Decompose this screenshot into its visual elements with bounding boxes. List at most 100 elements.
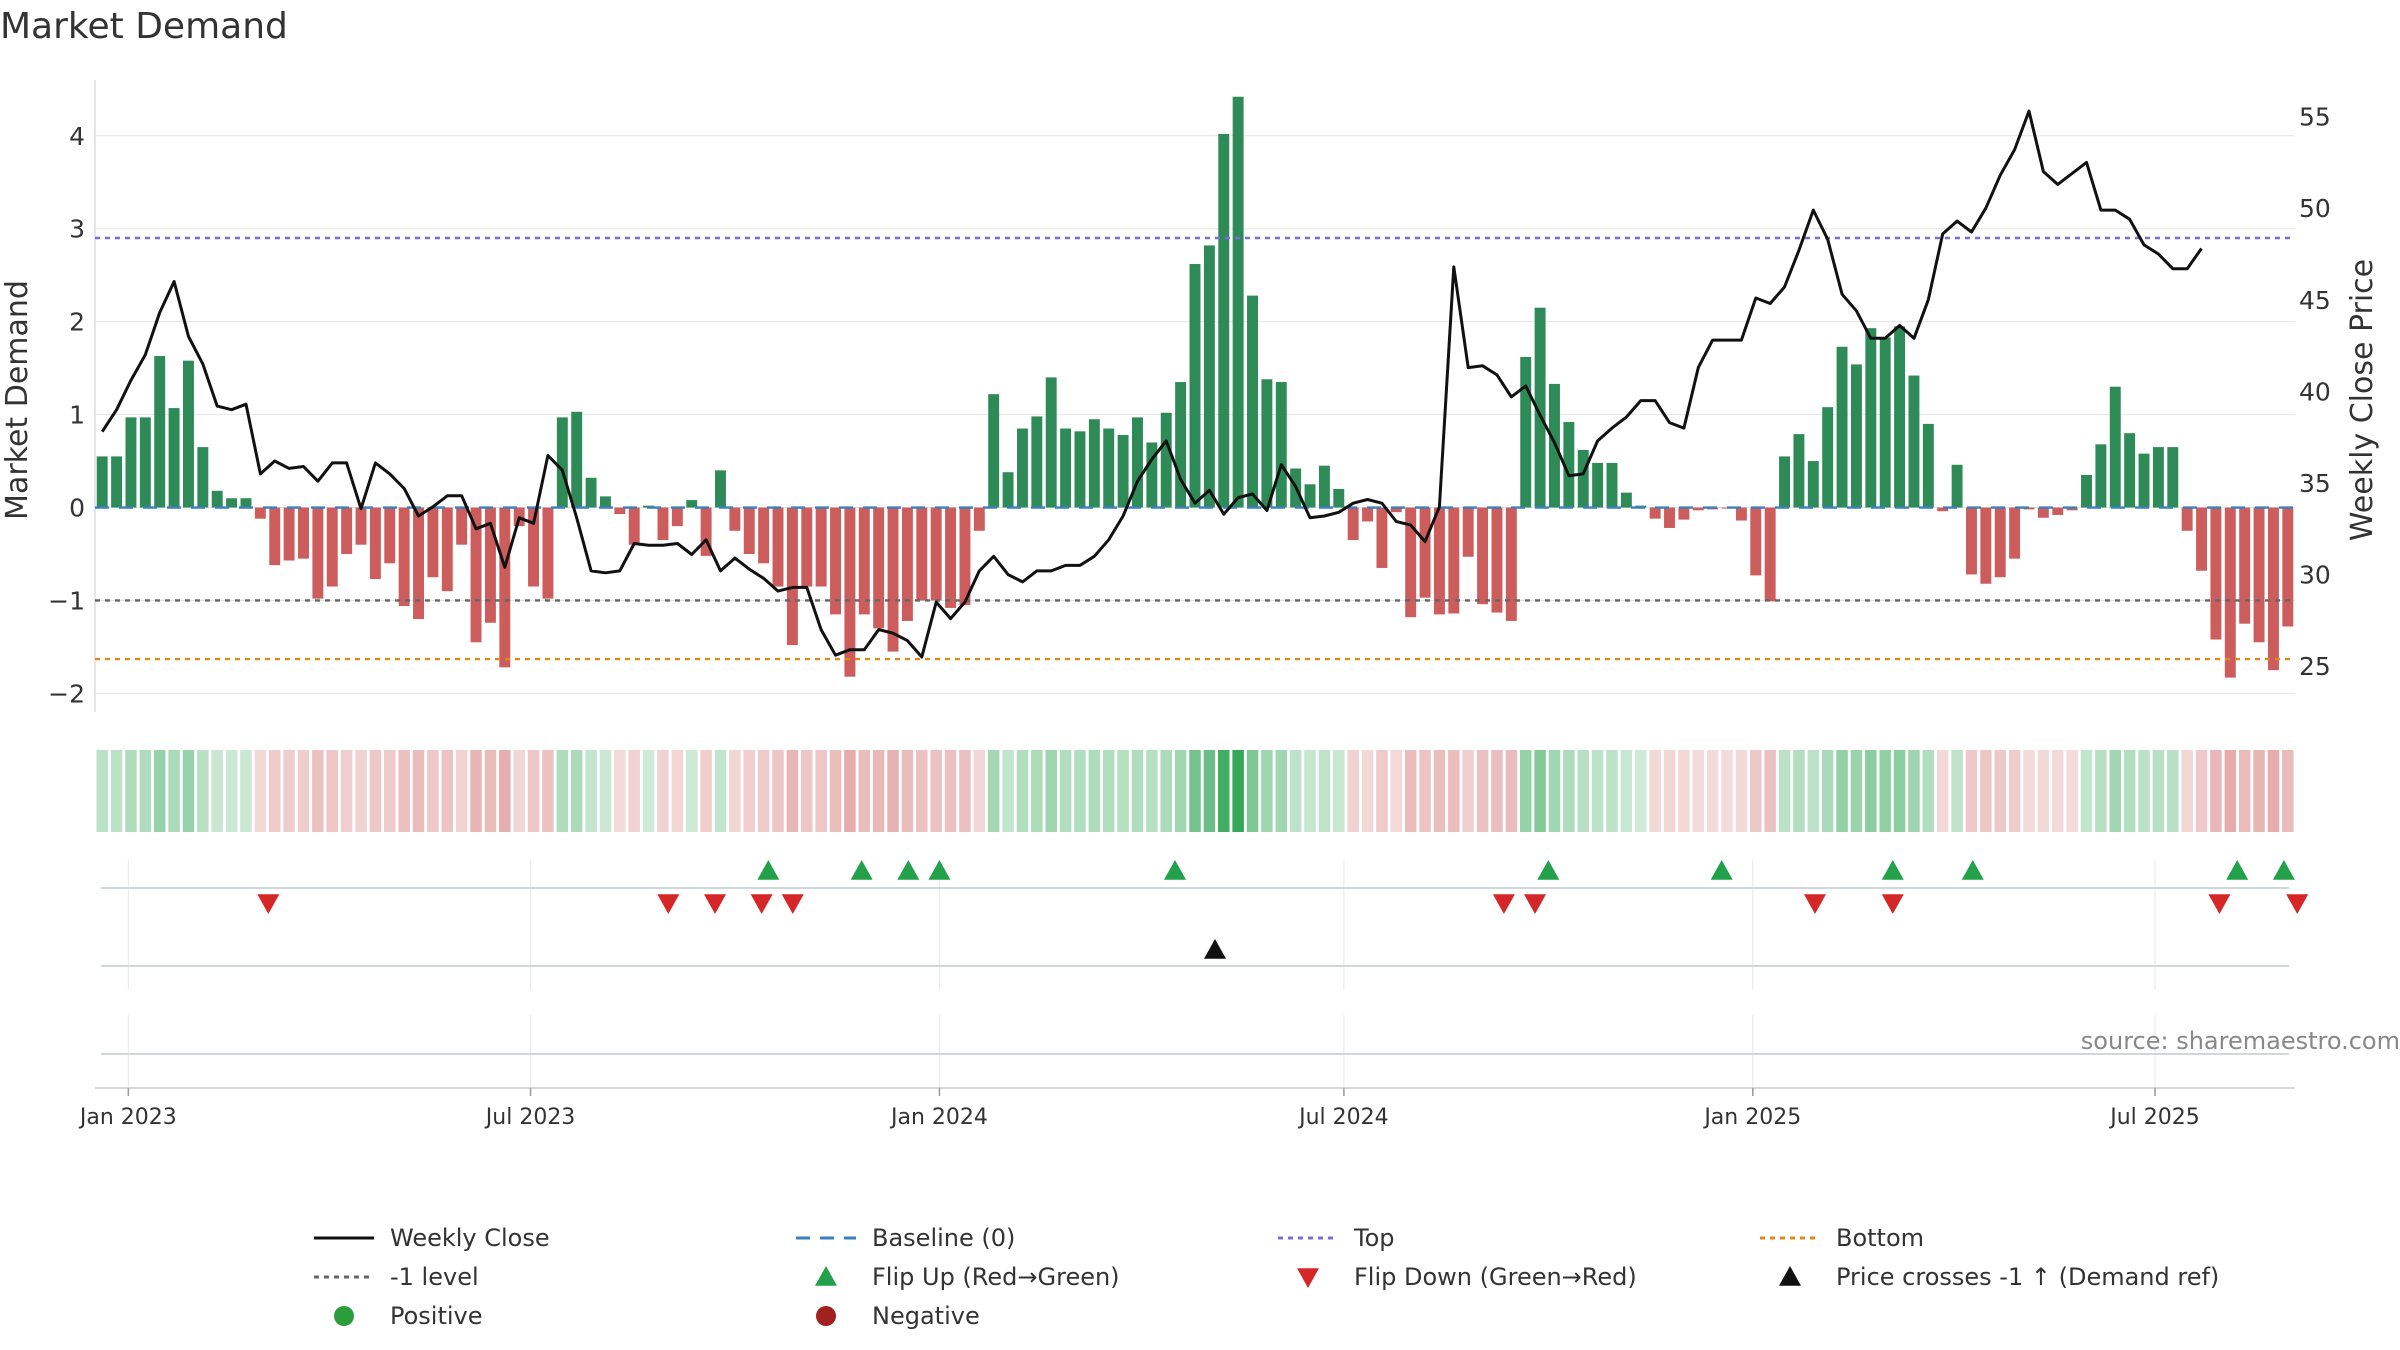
demand-bar [1390, 507, 1402, 513]
demand-bar [2239, 507, 2251, 624]
heat-cell [369, 750, 382, 832]
heat-cell [1462, 750, 1474, 832]
demand-bar [2282, 507, 2294, 627]
demand-bar [1347, 507, 1359, 541]
demand-bar [1649, 507, 1661, 519]
heat-cell [1850, 750, 1863, 832]
flip-down-marker [657, 894, 680, 914]
heat-cell [2167, 750, 2179, 832]
demand-bar [815, 507, 827, 587]
flip-up-marker [1710, 860, 1733, 880]
heat-cell [2238, 750, 2251, 832]
y-tick-label: 1 [69, 401, 85, 430]
demand-bar [1894, 326, 1906, 508]
heat-cell [1304, 750, 1316, 832]
demand-bar [2267, 507, 2279, 671]
heat-cell [1678, 750, 1690, 832]
axis-ticks: −2 −1 0 1 2 3 4 25 30 35 40 45 50 55 [48, 103, 2331, 709]
heat-cell [1620, 750, 1633, 832]
heat-cell [585, 750, 597, 832]
x-tick-label: Jul 2024 [1297, 1105, 1389, 1130]
heat-cell [1059, 750, 1072, 832]
demand-bar [2210, 507, 2222, 640]
y-tick-label: 2 [69, 308, 85, 337]
demand-bar [1203, 245, 1215, 508]
heat-cell [556, 750, 569, 832]
demand-bar [168, 408, 180, 508]
heat-cell [570, 750, 583, 832]
demand-bar [1865, 328, 1877, 508]
legend-swatch [334, 1306, 354, 1326]
heat-cell [1131, 750, 1144, 832]
heat-cell [1706, 750, 1719, 832]
heat-cell [1735, 750, 1748, 832]
legend-label: Negative [872, 1302, 980, 1330]
heat-cell [2195, 750, 2208, 832]
demand-bar [1879, 337, 1891, 508]
demand-bar [1060, 428, 1072, 508]
demand-bar [715, 470, 726, 508]
demand-bar [1994, 507, 2006, 578]
demand-bar [456, 507, 468, 545]
demand-bar [269, 507, 281, 566]
reference-lines [95, 236, 2295, 661]
heat-cell [1476, 750, 1489, 832]
demand-bar [758, 507, 770, 564]
demand-bar [1563, 422, 1575, 508]
heat-cell [2080, 750, 2093, 832]
demand-bar [1318, 465, 1330, 508]
demand-bar [844, 507, 856, 677]
demand-bar [873, 507, 885, 629]
heat-cell [542, 750, 554, 832]
demand-bar [111, 456, 123, 508]
heat-cell [268, 750, 281, 832]
heat-cell [1505, 750, 1518, 832]
demand-bar [1735, 507, 1747, 521]
heat-cell [1376, 750, 1388, 832]
heat-cell [484, 750, 497, 832]
heat-cell [1548, 750, 1561, 832]
heat-cell [412, 750, 425, 832]
heat-cell [1102, 750, 1115, 832]
heat-cell [1879, 750, 1891, 832]
demand-bar [1261, 379, 1273, 508]
demand-bar [556, 417, 568, 508]
flip-down-marker [704, 894, 726, 914]
demand-bar [1433, 507, 1445, 615]
flip-down-marker [781, 894, 804, 914]
demand-bar [1419, 507, 1431, 598]
heat-cell [254, 750, 267, 832]
heat-cell [1318, 750, 1331, 832]
heat-cell [944, 750, 957, 832]
heat-cell [2210, 750, 2222, 832]
demand-bar [542, 507, 554, 599]
demand-bar [1491, 507, 1503, 613]
heat-cell [1174, 750, 1187, 832]
heat-cell [1002, 750, 1014, 832]
heat-cell [2267, 750, 2280, 832]
demand-bar [945, 507, 957, 608]
heat-cell [153, 750, 166, 832]
y2-axis-label: Weekly Close Price [2345, 259, 2380, 541]
demand-bar [470, 507, 482, 643]
demand-bar [1606, 462, 1618, 508]
heat-cell [1016, 750, 1029, 832]
heat-cell [2282, 750, 2294, 832]
heat-cell [110, 750, 123, 832]
y-tick-label: −1 [48, 586, 85, 615]
demand-bar [1951, 464, 1963, 508]
heat-cell [2095, 750, 2107, 832]
demand-bar [671, 507, 683, 527]
heat-cell [2037, 750, 2050, 832]
heat-cell [1347, 750, 1359, 832]
heat-cell [1333, 750, 1345, 832]
demand-bar [614, 507, 626, 515]
heat-cell [96, 750, 108, 832]
demand-bar [1750, 507, 1762, 576]
demand-bar [254, 507, 266, 519]
heat-cell [959, 750, 971, 832]
demand-bar [1362, 507, 1374, 522]
demand-bar [1247, 295, 1258, 508]
heat-cell [1980, 750, 1992, 832]
heat-cell [1994, 750, 2006, 832]
